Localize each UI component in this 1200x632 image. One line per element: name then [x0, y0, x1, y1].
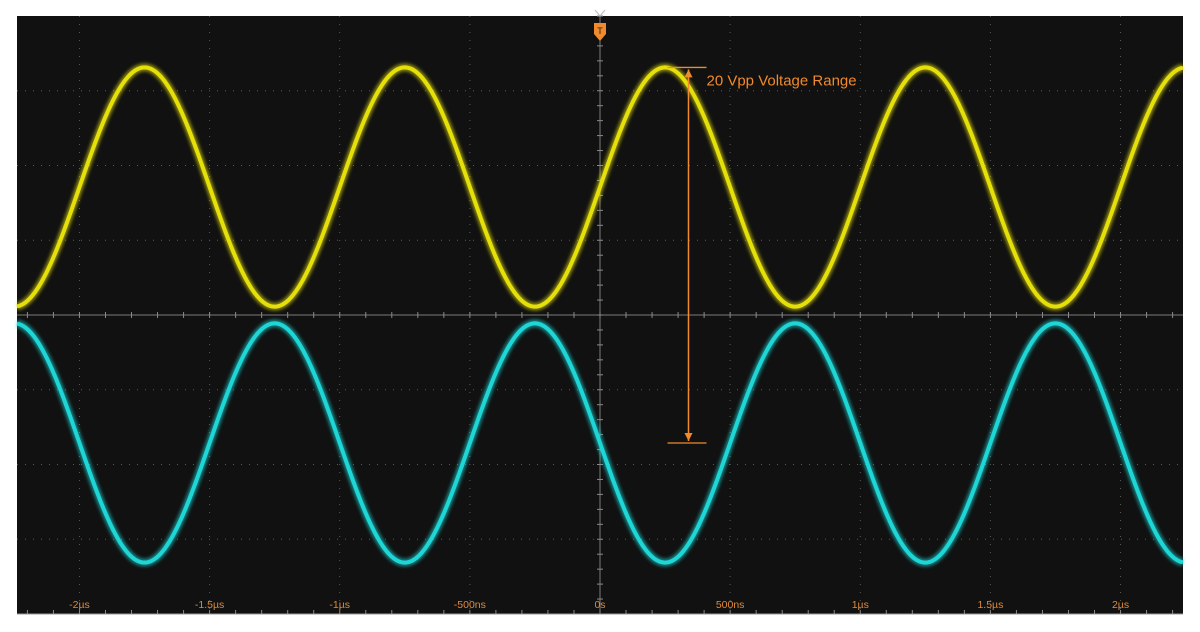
arrow-up-icon	[684, 69, 693, 78]
x-tick-label: -500ns	[454, 599, 486, 611]
traces	[16, 63, 1184, 567]
trace-ch1	[16, 65, 1184, 309]
trigger-flag-icon	[594, 23, 606, 41]
x-tick-label: -1µs	[329, 599, 350, 611]
x-tick-label: -2µs	[69, 599, 90, 611]
x-tick-label: 500ns	[716, 599, 745, 611]
x-tick-label: 1.5µs	[977, 599, 1003, 611]
trace-ch2	[16, 321, 1184, 565]
x-tick-label: -1.5µs	[195, 599, 224, 611]
x-tick-labels: -2µs -1.5µs -1µs -500ns 0s 500ns 1µs 1.5µs 2µs	[69, 599, 1129, 611]
trigger-marker[interactable]: T	[594, 9, 606, 41]
arrow-down-icon	[684, 432, 693, 441]
x-tick-label: 0s	[594, 599, 605, 611]
trigger-label: T	[597, 26, 603, 36]
trigger-chevron-icon	[594, 9, 606, 17]
annotation: 20 Vpp Voltage Range	[667, 66, 857, 444]
measure-label: 20 Vpp Voltage Range	[706, 72, 856, 89]
x-tick-label: 2µs	[1112, 599, 1129, 611]
x-tick-label: 1µs	[852, 599, 869, 611]
